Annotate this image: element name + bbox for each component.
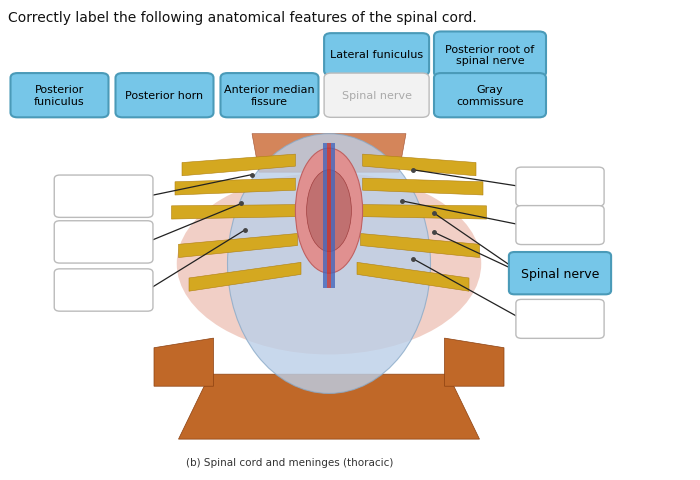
FancyBboxPatch shape bbox=[509, 252, 611, 295]
Text: Posterior
funiculus: Posterior funiculus bbox=[34, 85, 85, 107]
Bar bbox=[331, 144, 335, 288]
Polygon shape bbox=[172, 205, 295, 220]
Bar bbox=[323, 144, 327, 288]
Text: (b) Spinal cord and meninges (thoracic): (b) Spinal cord and meninges (thoracic) bbox=[186, 457, 393, 467]
FancyBboxPatch shape bbox=[220, 74, 318, 118]
Ellipse shape bbox=[177, 173, 482, 355]
Text: Spinal nerve: Spinal nerve bbox=[342, 91, 412, 101]
FancyBboxPatch shape bbox=[10, 74, 109, 118]
Text: Spinal nerve: Spinal nerve bbox=[521, 267, 599, 280]
FancyBboxPatch shape bbox=[516, 168, 604, 206]
FancyBboxPatch shape bbox=[434, 33, 546, 78]
Polygon shape bbox=[178, 234, 298, 258]
Text: Gray
commissure: Gray commissure bbox=[456, 85, 524, 107]
Polygon shape bbox=[154, 338, 214, 386]
FancyBboxPatch shape bbox=[516, 206, 604, 245]
FancyBboxPatch shape bbox=[54, 269, 153, 312]
Polygon shape bbox=[189, 263, 301, 291]
Text: Posterior root of
spinal nerve: Posterior root of spinal nerve bbox=[445, 45, 535, 66]
Polygon shape bbox=[360, 234, 480, 258]
Polygon shape bbox=[178, 374, 480, 439]
Text: Lateral funiculus: Lateral funiculus bbox=[330, 50, 424, 60]
Bar bbox=[327, 144, 331, 288]
Text: Anterior median
fissure: Anterior median fissure bbox=[224, 85, 315, 107]
Text: Posterior horn: Posterior horn bbox=[125, 91, 204, 101]
Polygon shape bbox=[363, 155, 476, 176]
FancyBboxPatch shape bbox=[116, 74, 214, 118]
Ellipse shape bbox=[307, 170, 351, 252]
Polygon shape bbox=[363, 205, 486, 220]
FancyBboxPatch shape bbox=[516, 300, 604, 339]
FancyBboxPatch shape bbox=[324, 74, 429, 118]
Polygon shape bbox=[175, 179, 295, 196]
FancyBboxPatch shape bbox=[54, 221, 153, 264]
Polygon shape bbox=[444, 338, 504, 386]
Polygon shape bbox=[357, 263, 469, 291]
FancyBboxPatch shape bbox=[434, 74, 546, 118]
FancyBboxPatch shape bbox=[54, 176, 153, 218]
Polygon shape bbox=[252, 134, 406, 173]
Ellipse shape bbox=[295, 149, 363, 274]
Ellipse shape bbox=[228, 134, 430, 394]
Text: Correctly label the following anatomical features of the spinal cord.: Correctly label the following anatomical… bbox=[8, 11, 477, 24]
FancyBboxPatch shape bbox=[324, 34, 429, 76]
Polygon shape bbox=[182, 155, 295, 176]
Polygon shape bbox=[363, 179, 483, 196]
